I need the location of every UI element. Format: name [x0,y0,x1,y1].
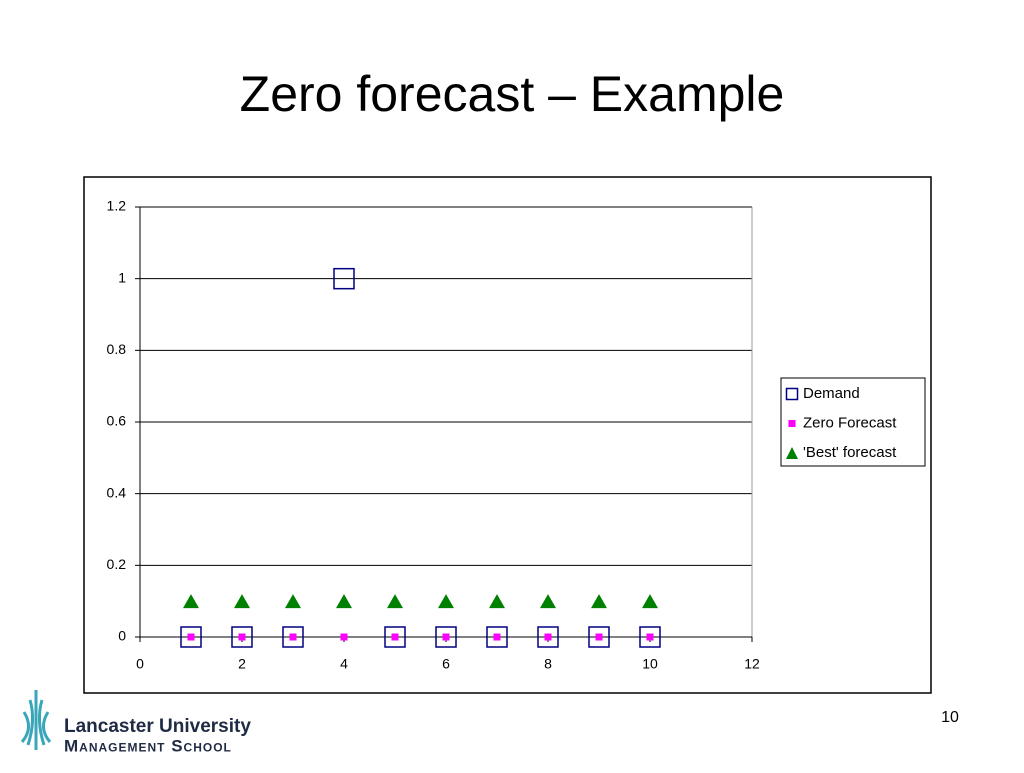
data-point [384,626,406,648]
data-point [180,626,202,648]
x-tick-label: 8 [544,656,552,672]
data-point [642,594,658,609]
data-point [486,626,508,648]
slide-title: Zero forecast – Example [240,66,785,122]
series [187,633,654,641]
x-tick-label: 2 [238,656,246,672]
data-point [187,633,195,641]
y-tick-label: 1.2 [107,198,127,214]
legend-box [780,377,926,467]
data-point [282,626,304,648]
y-tick-label: 0.6 [107,413,127,429]
x-tick-label: 6 [442,656,450,672]
data-point [285,594,301,609]
data-point [183,594,199,609]
x-tick-label: 12 [744,656,760,672]
data-point [442,633,450,641]
y-tick-label: 0.4 [107,484,127,500]
legend-marker [785,387,799,401]
x-tick-label: 0 [136,656,144,672]
data-point [391,633,399,641]
data-point [591,594,607,609]
data-point [238,633,246,641]
y-tick-label: 0.2 [107,556,127,572]
legend-label: Demand [803,385,860,402]
data-point [333,267,355,290]
data-point [289,633,297,641]
logo-mark [20,690,52,750]
page-number: 10 [941,709,959,726]
logo-text: Management School [64,736,232,755]
data-point [336,594,352,609]
x-tick-label: 10 [642,656,658,672]
data-point [540,594,556,609]
y-tick-label: 0.8 [107,341,127,357]
data-point [387,594,403,609]
legend-marker [788,420,796,427]
series [180,267,661,648]
legend-marker [786,447,798,459]
data-point [438,594,454,609]
y-tick-label: 0 [118,628,126,644]
data-point [544,633,552,641]
logo: Lancaster University Management School [20,690,251,755]
data-point [435,626,457,648]
data-point [595,633,603,641]
data-point [588,626,610,648]
legend-label: Zero Forecast [803,414,897,431]
data-point [340,633,348,641]
data-point [646,633,654,641]
data-point [493,633,501,641]
data-point [234,594,250,609]
x-tick-label: 4 [340,656,348,672]
data-point [639,626,661,648]
y-tick-label: 1 [118,269,126,285]
data-point [489,594,505,609]
data-point [537,626,559,648]
legend-label: 'Best' forecast [803,444,897,461]
data-point [231,626,253,648]
series [183,594,658,609]
legend: Demand Zero Forecast 'Best' forecast [780,377,926,467]
logo-text: Lancaster University [64,716,251,737]
